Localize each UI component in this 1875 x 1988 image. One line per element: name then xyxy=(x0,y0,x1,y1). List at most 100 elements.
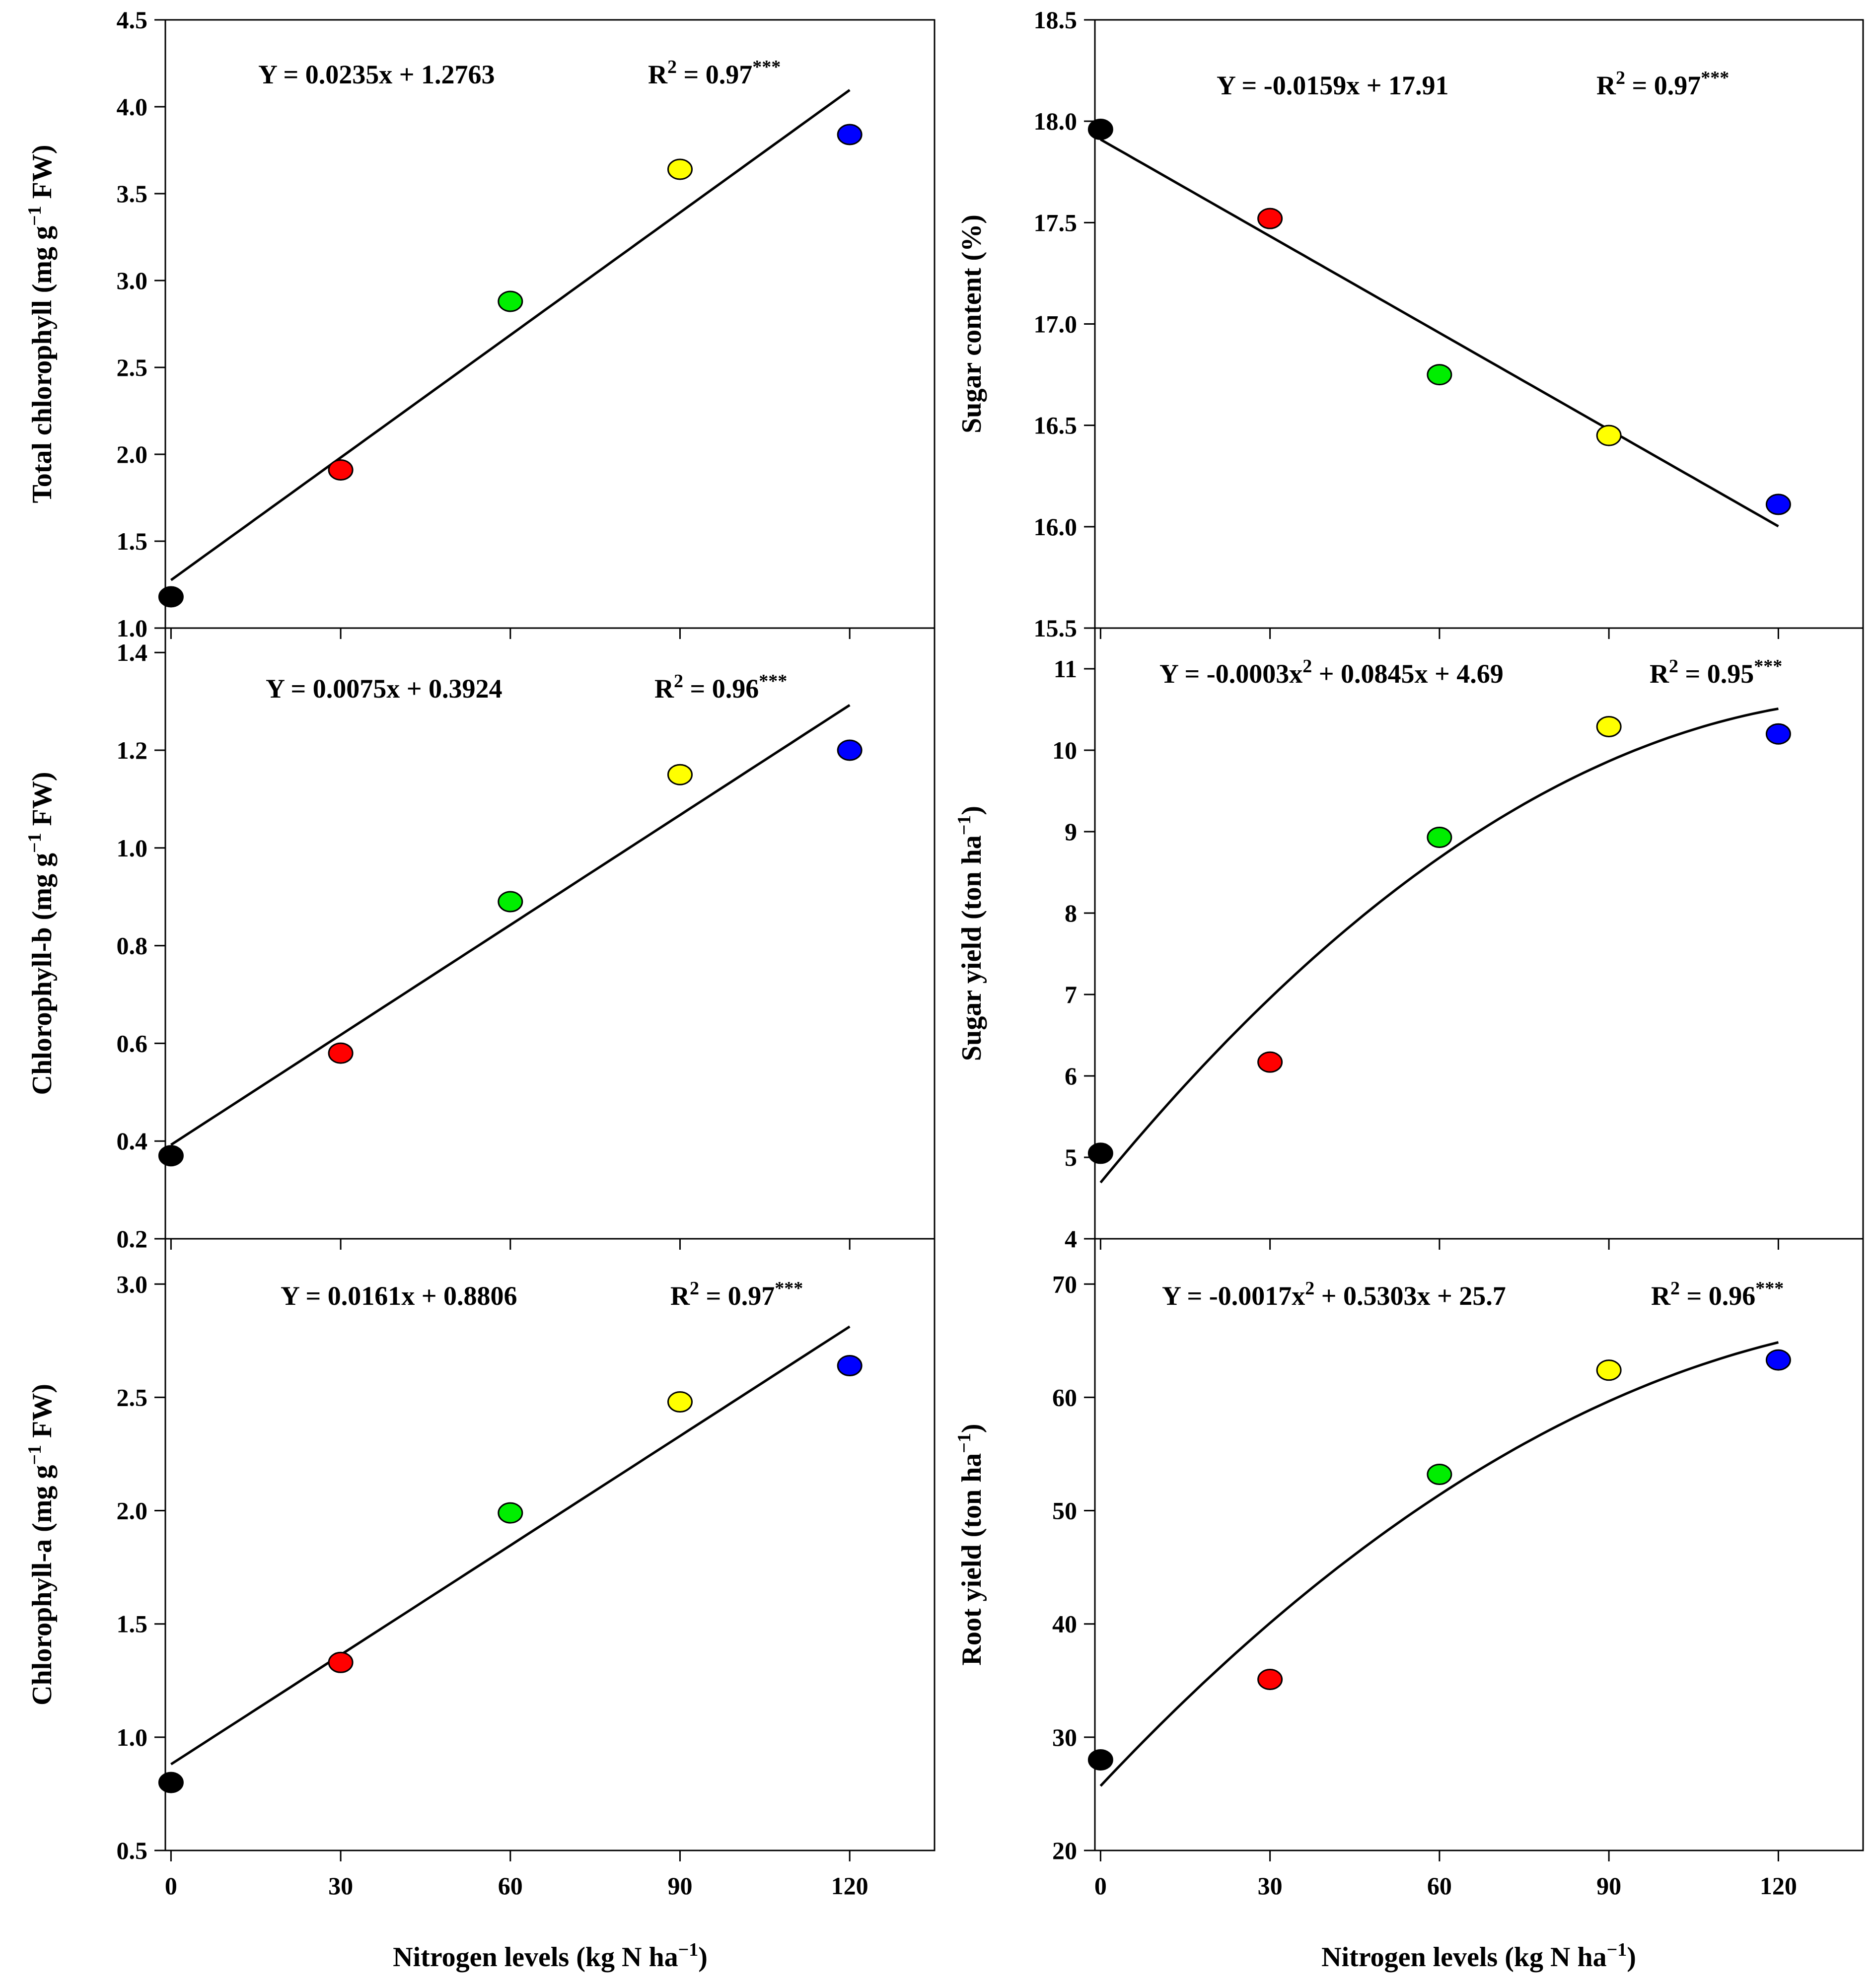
r-squared: R2 = 0.97*** xyxy=(670,1278,803,1311)
data-point xyxy=(498,891,523,913)
plot-frame xyxy=(164,627,936,1240)
data-point xyxy=(667,1391,693,1413)
y-tick-label: 1.4 xyxy=(117,639,148,666)
data-point xyxy=(328,459,354,481)
y-tick-label: 1.5 xyxy=(117,527,148,555)
data-point xyxy=(1257,208,1283,229)
data-point xyxy=(837,739,863,761)
data-point xyxy=(1257,1051,1283,1073)
x-tick-label: 0 xyxy=(1094,1872,1107,1900)
y-tick-label: 3.0 xyxy=(117,1270,148,1298)
fit-line xyxy=(1099,707,1779,1184)
y-tick-label: 18.5 xyxy=(1034,6,1078,34)
data-point xyxy=(1765,723,1791,745)
data-point xyxy=(1087,1142,1113,1164)
y-tick-label: 1.0 xyxy=(117,1723,148,1751)
panel-sugar-content: 15.5 16.0 16.5 17.0 17.5 18.0 18.5 Sugar conten… xyxy=(956,6,1864,642)
y-tick-label: 60 xyxy=(1052,1383,1077,1411)
y-tick-label: 20 xyxy=(1052,1837,1077,1864)
y-tick-label: 9 xyxy=(1065,818,1077,846)
fit-line xyxy=(170,1325,851,1766)
data-point xyxy=(1087,119,1113,140)
x-tick-label: 90 xyxy=(667,1872,692,1900)
plot-frame xyxy=(164,1238,936,1851)
data-point xyxy=(1596,425,1622,446)
x-tick-label: 30 xyxy=(328,1872,353,1900)
x-axis-title: Nitrogen levels (kg N ha−1) xyxy=(1321,1939,1636,1973)
x-axis-title: Nitrogen levels (kg N ha−1) xyxy=(393,1939,708,1973)
y-tick-label: 1.0 xyxy=(117,834,148,862)
x-tick-label: 120 xyxy=(1760,1872,1797,1900)
x-tick-label: 120 xyxy=(831,1872,868,1900)
data-point xyxy=(667,158,693,180)
fit-line xyxy=(1099,1341,1779,1787)
y-tick-label: 7 xyxy=(1065,981,1077,1008)
plot-frame xyxy=(1094,1238,1864,1851)
data-point xyxy=(158,1772,184,1793)
y-axis-title: Total chlorophyll (mg g−1 FW) xyxy=(24,144,58,503)
y-tick-label: 4 xyxy=(1065,1225,1077,1253)
regression-equation: Y = 0.0235x + 1.2763 xyxy=(258,60,495,89)
panel-sugar-yield: 4 5 6 7 8 9 10 11 Sugar yield (ton ha−1) Y = -0.0… xyxy=(954,627,1864,1253)
data-point xyxy=(1596,715,1622,737)
y-axis-title: Chlorophyll-a (mg g−1 FW) xyxy=(24,1384,58,1705)
y-tick-label: 10 xyxy=(1052,736,1077,764)
fit-line xyxy=(1100,138,1779,528)
y-tick-label: 0.4 xyxy=(117,1127,148,1155)
y-tick-label: 17.5 xyxy=(1034,209,1078,236)
plot-frame xyxy=(1094,627,1864,1240)
y-tick-label: 18.0 xyxy=(1034,107,1078,135)
y-tick-label: 1.2 xyxy=(117,736,148,764)
x-tick-label: 0 xyxy=(165,1872,177,1900)
data-point xyxy=(498,1502,523,1524)
x-tick-label: 60 xyxy=(498,1872,523,1900)
x-tick-label: 60 xyxy=(1427,1872,1452,1900)
y-tick-label: 40 xyxy=(1052,1610,1077,1638)
panel-total-chlorophyll: 1.0 1.5 2.0 2.5 3.0 3.5 4.0 4.5 Total chlorophyl… xyxy=(24,6,936,642)
data-point xyxy=(158,1145,184,1167)
y-tick-label: 2.0 xyxy=(117,1497,148,1525)
y-tick-label: 3.5 xyxy=(117,180,148,208)
y-axis-title: Sugar yield (ton ha−1) xyxy=(954,806,987,1061)
plot-frame xyxy=(1094,19,1864,629)
y-tick-label: 16.5 xyxy=(1034,412,1078,439)
y-axis-title: Root yield (ton ha−1) xyxy=(954,1423,987,1665)
data-point xyxy=(328,1651,354,1673)
y-tick-label: 15.5 xyxy=(1034,614,1078,642)
data-point xyxy=(667,764,693,785)
data-point xyxy=(1427,364,1452,386)
y-tick-label: 1.5 xyxy=(117,1610,148,1638)
y-tick-label: 0.6 xyxy=(117,1029,148,1057)
y-axis-title: Sugar content (%) xyxy=(956,214,987,433)
r-squared: R2 = 0.97*** xyxy=(648,57,781,89)
y-tick-label: 5 xyxy=(1065,1143,1077,1171)
y-tick-label: 0.8 xyxy=(117,932,148,960)
y-tick-label: 50 xyxy=(1052,1497,1077,1525)
y-tick-label: 0.2 xyxy=(117,1225,148,1253)
regression-equation: Y = -0.0017x2 + 0.5303x + 25.7 xyxy=(1162,1278,1506,1311)
data-point xyxy=(1765,494,1791,515)
fit-line xyxy=(170,89,851,581)
r-squared: R2 = 0.96*** xyxy=(1651,1278,1784,1311)
y-tick-label: 2.5 xyxy=(117,1383,148,1411)
data-point xyxy=(328,1042,354,1064)
data-point xyxy=(1257,1668,1283,1690)
fit-line xyxy=(170,704,851,1146)
y-axis-title: Chlorophyll-b (mg g−1 FW) xyxy=(24,772,58,1095)
panel-chlorophyll-a: 0.5 1.0 1.5 2.0 2.5 3.0 0 30 60 90 120 Chlorophyll-… xyxy=(24,1238,936,1900)
y-tick-label: 17.0 xyxy=(1034,310,1078,338)
y-tick-label: 6 xyxy=(1065,1062,1077,1090)
regression-equation: Y = 0.0161x + 0.8806 xyxy=(281,1281,517,1311)
panel-root-yield: 20 30 40 50 60 70 0 30 60 90 120 Root yield (ton ha… xyxy=(954,1238,1864,1900)
r-squared: R2 = 0.95*** xyxy=(1650,656,1782,689)
regression-equation: Y = 0.0075x + 0.3924 xyxy=(266,674,503,704)
data-point xyxy=(837,1355,863,1377)
y-tick-label: 4.0 xyxy=(117,93,148,121)
y-tick-label: 8 xyxy=(1065,899,1077,927)
regression-equation: Y = -0.0003x2 + 0.0845x + 4.69 xyxy=(1159,656,1504,689)
y-tick-label: 30 xyxy=(1052,1723,1077,1751)
panel-chlorophyll-b: 0.2 0.4 0.6 0.8 1.0 1.2 1.4 Chlorophyll-b (mg g… xyxy=(24,627,936,1253)
regression-equation: Y = -0.0159x + 17.91 xyxy=(1217,71,1449,100)
y-tick-label: 4.5 xyxy=(117,6,148,34)
data-point xyxy=(498,290,523,312)
